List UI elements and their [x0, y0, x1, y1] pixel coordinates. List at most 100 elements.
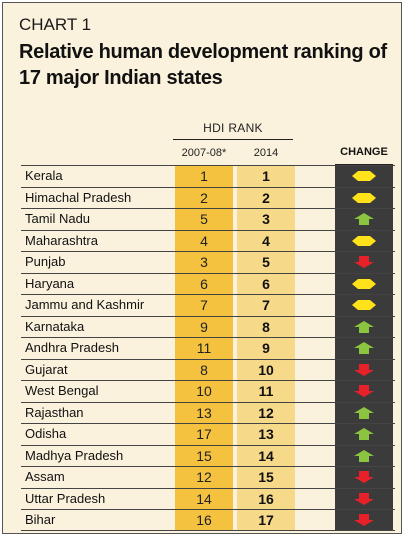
change-same-icon: [335, 231, 393, 251]
column-2007-background: [175, 165, 233, 531]
rank-2014: 4: [262, 232, 270, 249]
column-2014-background: [237, 165, 295, 531]
rank-2014: 17: [258, 512, 274, 528]
table-row: Assam 12 15: [21, 466, 395, 488]
hdi-rank-rule: [173, 139, 293, 140]
table-row: Rajasthan 13 12: [21, 401, 395, 424]
change-arrow-shape: [354, 514, 374, 526]
change-down-icon: [335, 252, 393, 272]
state-name: Haryana: [25, 275, 75, 291]
change-arrow-shape: [354, 342, 374, 354]
change-arrow-shape: [354, 213, 374, 225]
state-name: Kerala: [25, 168, 63, 183]
table-row: Punjab 3 5: [21, 251, 395, 273]
rank-2007: 3: [200, 254, 208, 270]
rank-2007: 6: [200, 275, 208, 292]
rank-2014: 6: [262, 275, 270, 292]
state-name: Tamil Nadu: [25, 211, 91, 226]
state-name: Madhya Pradesh: [25, 447, 124, 463]
rank-2014: 8: [262, 318, 270, 335]
rank-2007: 5: [200, 211, 208, 227]
change-down-icon: [335, 360, 393, 380]
rank-2007: 2: [200, 189, 208, 206]
state-name: Bihar: [25, 512, 56, 527]
change-arrow-shape: [354, 256, 374, 268]
state-name: Assam: [25, 469, 65, 484]
rank-2014: 15: [258, 469, 274, 485]
ranking-table: Kerala 1 1 Himachal Pradesh 2 2 Tamil Nadu 5 3 Ma…: [21, 165, 395, 531]
table-row: Haryana 6 6: [21, 272, 395, 295]
column-header-change: CHANGE: [340, 146, 388, 158]
change-arrow-shape: [354, 428, 374, 440]
rank-2014: 16: [258, 490, 274, 507]
rank-2007: 4: [200, 232, 208, 249]
rank-2007: 15: [196, 447, 212, 464]
rank-2007: 1: [200, 168, 208, 184]
rank-2014: 14: [258, 447, 274, 464]
rank-2014: 11: [258, 383, 274, 399]
state-name: Punjab: [25, 254, 66, 269]
state-name: Himachal Pradesh: [25, 189, 132, 205]
change-up-icon: [335, 317, 393, 337]
change-down-icon: [335, 467, 393, 487]
table-row: Andhra Pradesh 11 9: [21, 337, 395, 359]
rank-2014: 9: [262, 340, 270, 356]
change-up-icon: [335, 209, 393, 229]
change-up-icon: [335, 338, 393, 358]
rank-2014: 13: [258, 426, 274, 442]
table-row: Tamil Nadu 5 3: [21, 208, 395, 230]
change-up-icon: [335, 424, 393, 444]
change-down-icon: [335, 510, 393, 530]
change-arrow-shape: [354, 471, 374, 483]
table-row: West Bengal 10 11: [21, 380, 395, 402]
state-name: Rajasthan: [25, 404, 84, 420]
column-header-2014: 2014: [253, 147, 279, 159]
rank-2007: 7: [200, 297, 208, 313]
table-row: Bihar 16 17: [21, 509, 395, 531]
rank-2014: 10: [258, 361, 274, 378]
column-header-2007: 2007-08*: [181, 147, 227, 159]
state-name: West Bengal: [25, 383, 99, 398]
rank-2014: 12: [258, 404, 274, 421]
state-name: Gujarat: [25, 361, 68, 377]
change-same-icon: [335, 295, 393, 315]
change-arrow-shape: [354, 385, 374, 397]
chart-number-label: CHART 1: [19, 15, 92, 34]
rank-2014: 2: [262, 189, 270, 206]
change-down-icon: [335, 489, 393, 509]
state-name: Maharashtra: [25, 232, 98, 248]
change-arrow-shape: [352, 235, 376, 246]
rank-2014: 7: [262, 297, 270, 313]
rank-2007: 13: [196, 404, 212, 421]
state-name: Uttar Pradesh: [25, 490, 106, 506]
change-same-icon: [335, 274, 393, 294]
change-up-icon: [335, 446, 393, 466]
rank-2007: 8: [200, 361, 208, 378]
rank-2007: 17: [196, 426, 212, 442]
change-arrow-shape: [352, 171, 376, 181]
table-row: Jammu and Kashmir 7 7: [21, 294, 395, 316]
table-row: Maharashtra 4 4: [21, 229, 395, 252]
change-arrow-shape: [354, 320, 374, 333]
change-same-icon: [335, 188, 393, 208]
change-arrow-shape: [354, 406, 374, 419]
change-arrow-shape: [354, 492, 374, 505]
rank-2014: 5: [262, 254, 270, 270]
change-up-icon: [335, 403, 393, 423]
table-row: Karnataka 9 8: [21, 315, 395, 338]
rank-2007: 12: [196, 469, 212, 485]
change-arrow-shape: [352, 192, 376, 203]
hdi-rank-header: HDI RANK: [203, 121, 263, 135]
table-row: Madhya Pradesh 15 14: [21, 444, 395, 467]
state-name: Odisha: [25, 426, 67, 441]
state-name: Andhra Pradesh: [25, 340, 119, 355]
change-arrow-shape: [352, 278, 376, 289]
change-same-icon: [335, 166, 393, 186]
table-row: Kerala 1 1: [21, 165, 395, 187]
rank-2007: 10: [196, 383, 212, 399]
table-row: Himachal Pradesh 2 2: [21, 186, 395, 209]
change-arrow-shape: [352, 300, 376, 310]
rank-2014: 1: [262, 168, 270, 184]
change-header-rule: [335, 164, 393, 165]
